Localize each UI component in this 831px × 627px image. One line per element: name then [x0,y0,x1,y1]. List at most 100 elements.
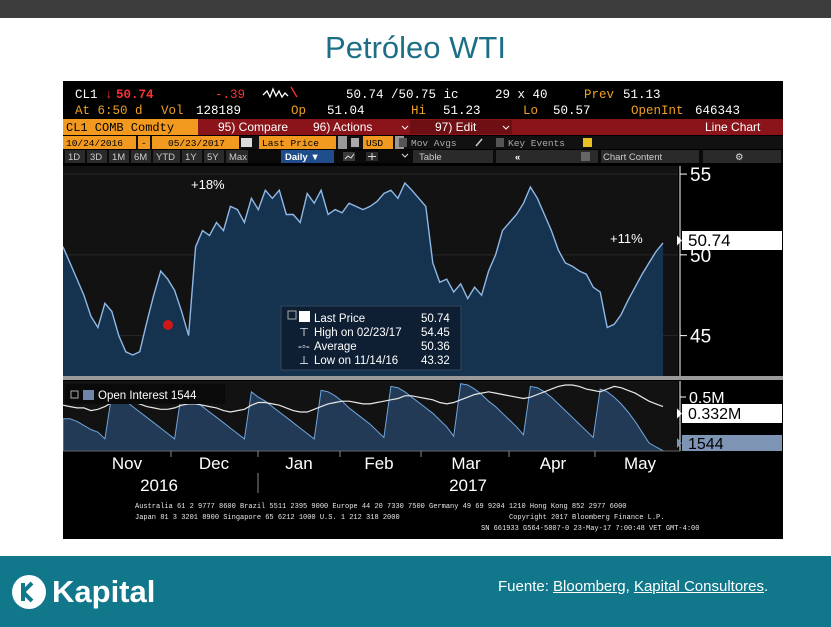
low-value: 50.57 [553,104,591,118]
legend-collapse-icon[interactable] [287,310,297,320]
key-events-checkbox[interactable] [496,138,504,147]
source-prefix: Fuente: [498,578,554,595]
year-label-2016: 2016 [140,476,178,495]
period-button-1y[interactable] [182,150,202,163]
field-select[interactable] [259,136,336,149]
annotation-pct1: +18% [191,177,225,192]
date-from-text: 10/24/2016 [66,138,123,149]
period-button-label: 1D [68,152,80,163]
security-field[interactable] [63,119,198,135]
key-events-label: Key Events [508,138,565,149]
field-select-text: Last Price [262,138,319,149]
panel-divider[interactable] [63,376,783,380]
last-value-tag [682,231,782,250]
x-tick-label-dec: Dec [199,454,230,473]
date-dash-box [138,136,150,149]
price-area [63,183,663,376]
price-y-tick-label: 55 [690,165,711,186]
down-tick-icon [290,86,298,98]
chart-content-button[interactable] [601,150,699,163]
oi-y-tick-label: 0.5M [689,390,725,407]
annotation-pct2: +11% [610,231,643,246]
period-button-1d[interactable] [65,150,85,163]
field-chevron-down-icon[interactable] [338,136,347,149]
compare-button[interactable]: 95) Compare [218,120,288,134]
table-button[interactable] [413,150,493,163]
currency-select-text: USD [366,138,383,149]
frequency-select[interactable] [281,150,334,163]
legend-high-label: High on 02/23/17 [314,327,402,339]
oi-value-tag-pointer [677,408,682,419]
chart-content-icon [581,152,590,161]
field-option-icon[interactable] [351,138,359,147]
period-button-6m[interactable] [131,150,151,163]
collapse-button[interactable] [496,150,598,163]
price-y-tick-label: 45 [690,327,711,348]
period-button-label: 6M [134,152,147,163]
ticker: CL1 [75,88,98,102]
legend-low-label: Low on 11/14/16 [314,355,398,367]
period-button-1m[interactable] [109,150,129,163]
volume-value: 128189 [196,104,241,118]
pencil-icon[interactable] [475,138,483,147]
oi-legend-collapse-icon[interactable] [70,390,79,399]
mov-avgs-label: Mov Avgs [411,138,457,149]
page-title: Petróleo WTI [325,30,506,65]
edit-chevron-down-icon [502,125,510,130]
footer-bar: Kapital Fuente: Bloomberg, Kapital Consu… [0,556,831,627]
settings-button[interactable] [703,150,781,163]
source-kapital: Kapital Consultores [633,578,765,595]
edit-button-bg [410,120,512,134]
year-label-2017: 2017 [449,476,487,495]
oi-count-tag-pointer [677,438,682,448]
edit-button[interactable]: 97) Edit [435,120,477,134]
last-price: 50.74 [116,88,154,102]
high-value: 51.23 [443,104,481,118]
bloomberg-terminal: CL1 ↓ 50.74 -.39 50.74 /50.75 ic 29 x 40… [63,81,783,539]
date-separator: - [141,138,147,149]
volume-label: Vol [161,104,184,118]
average-marker-icon: -◦- [298,341,310,353]
low-label: Lo [523,104,538,118]
chart-style-line-icon [344,153,355,160]
legend-last-price-swatch [299,311,310,322]
open-value: 51.04 [327,104,365,118]
chart-content-text: Chart Content [603,152,663,163]
terminal-canvas: CL1 ↓ 50.74 -.39 50.74 /50.75 ic 29 x 40… [63,86,783,533]
currency-select[interactable] [363,136,393,149]
price-line [63,181,664,356]
x-tick-label-jan: Jan [285,454,312,473]
period-button-max[interactable] [226,150,248,163]
legend-high-value: 54.45 [421,327,450,339]
last-value-label: 50.74 [688,231,731,250]
oi-legend-box [65,384,225,404]
open-interest-label: OpenInt [631,104,684,118]
oi-legend-swatch [83,390,94,400]
security-field-text: CL1 COMB Comdty [66,121,174,135]
window-top-bar [0,0,831,18]
date-from-field[interactable] [63,136,136,149]
period-button-3d[interactable] [87,150,107,163]
price-y-ticks: 55 50 45 [680,165,711,348]
chart-type-label: Line Chart [705,120,761,134]
oi-value-label: 0.332M [688,406,741,423]
kapital-logo: Kapital [12,570,155,614]
period-button-label: 5Y [207,152,219,163]
x-tick-label-apr: Apr [540,454,567,473]
actions-button[interactable]: 96) Actions [313,120,372,134]
info-icon[interactable] [583,138,592,147]
mov-avgs-checkbox[interactable] [399,138,407,147]
period-button-5y[interactable] [204,150,224,163]
date-to-field[interactable] [152,136,239,149]
calendar-icon[interactable] [241,138,252,147]
prev-label: Prev [584,88,615,102]
kapital-logo-icon [12,575,46,609]
period-button-label: 1Y [185,152,197,163]
period-button-label: YTD [156,152,175,163]
period-button-ytd[interactable] [153,150,180,163]
copyright: Copyright 2017 Bloomberg Finance L.P. [509,514,664,522]
last-price-arrow: ↓ [105,88,113,102]
period-button-label: Max [229,152,247,163]
legend-last-price-label: Last Price [314,313,365,325]
period-button-label: 1M [112,152,125,163]
